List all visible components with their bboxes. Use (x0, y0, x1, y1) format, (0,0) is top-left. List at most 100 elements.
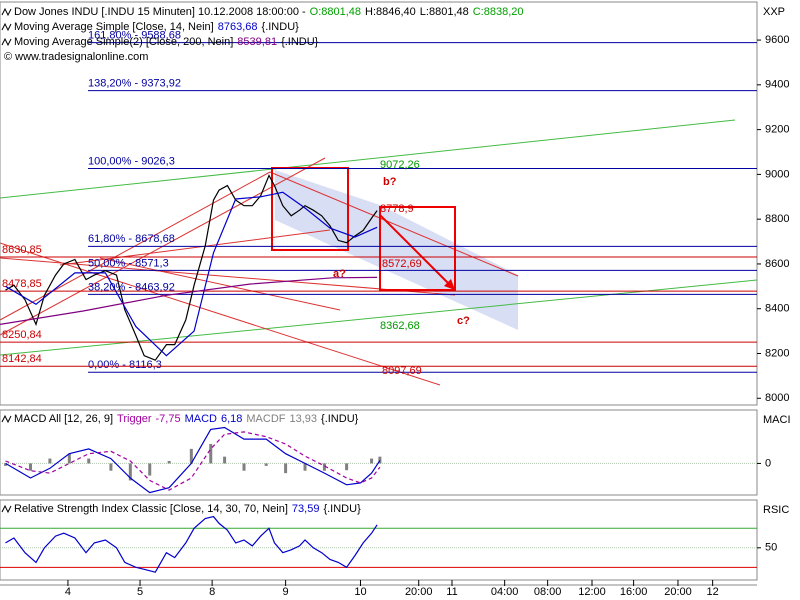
level-label: 138,20% - 9373,92 (88, 78, 181, 90)
level-label: 0,00% - 8116,3 (88, 359, 162, 371)
histogram-bar (67, 453, 71, 464)
histogram-bar (370, 458, 374, 464)
level-label: 8630,85 (2, 244, 42, 256)
x-tick-label: 5 (137, 586, 143, 598)
y-tick-label: 8000 (765, 392, 789, 404)
annotation: 8778,9 (380, 203, 414, 215)
histogram-bar (223, 456, 227, 464)
annotation: 8097,69 (382, 365, 422, 377)
legend-text: {.INDU} (281, 36, 319, 48)
legend-icon (1, 7, 12, 17)
legend-text: O:8801,48 (310, 6, 361, 18)
legend-text: Dow Jones INDU [.INDU 15 Minuten] 10.12.… (14, 6, 306, 18)
legend-text: 8763,68 (218, 21, 258, 33)
legend-text: Moving Average Simple [Close, 14, Nein] (14, 21, 214, 33)
legend-text: 8539,81 (237, 36, 277, 48)
legend-icon (1, 414, 12, 424)
level-label: 50,00% - 8571,3 (88, 257, 169, 269)
x-tick-label: 12:00 (578, 586, 606, 598)
histogram-bar (4, 463, 8, 466)
annotation: c? (457, 315, 470, 327)
legend-text: H:8846,40 (365, 6, 416, 18)
histogram-bar (242, 463, 246, 471)
x-tick-label: 20:00 (664, 586, 692, 598)
x-tick-label: 16:00 (620, 586, 648, 598)
series-line (5, 426, 381, 494)
y-tick-label: 8800 (765, 213, 789, 225)
legend-text: C:8838,20 (473, 6, 524, 18)
histogram-bar (303, 463, 307, 471)
legend-text: {.INDU} (262, 21, 300, 33)
trend-line (0, 119, 736, 199)
legend-text: {.INDU} (321, 413, 359, 425)
histogram-bar (87, 458, 91, 464)
histogram-bar (167, 461, 171, 464)
annotation: 8572,69 (382, 258, 422, 270)
histogram-bar (128, 463, 132, 481)
histogram-bar (264, 463, 268, 466)
x-tick-label: 10 (354, 586, 366, 598)
x-tick-label: 04:00 (491, 586, 519, 598)
annotation: b? (383, 176, 397, 188)
level-label: 8250,84 (2, 329, 42, 341)
series-line (0, 276, 378, 325)
legend-icon (1, 504, 12, 514)
arrow (379, 214, 453, 288)
y-tick-label: 0 (765, 457, 771, 469)
x-tick-label: 12 (707, 586, 719, 598)
level-label: 8142,84 (2, 353, 42, 365)
y-tick-label: 8600 (765, 258, 789, 270)
histogram-bar (378, 456, 382, 464)
series-line (5, 191, 378, 357)
level-label: 61,80% - 8678,68 (88, 233, 175, 245)
y-tick-label: 9000 (765, 168, 789, 180)
histogram-bar (48, 458, 52, 464)
x-tick-label: 20:00 (405, 586, 433, 598)
series-line (5, 515, 378, 573)
x-tick-label: 9 (283, 586, 289, 598)
legend-text: 6,18 (221, 413, 242, 425)
legend-text: Moving Average Simple(2) [Close, 200, Ne… (14, 36, 233, 48)
level-label: 100,00% - 9026,3 (88, 155, 175, 167)
legend-text: {.INDU} (323, 503, 361, 515)
series-line (5, 431, 381, 491)
y-tick-label: 9600 (765, 34, 789, 46)
histogram-bar (284, 463, 288, 474)
legend-text: MACD (185, 413, 217, 425)
channel (275, 170, 518, 330)
y-tick-label: 8200 (765, 347, 789, 359)
legend-text: Relative Strength Index Classic [Close, … (14, 503, 288, 515)
y-tick-label: 9400 (765, 79, 789, 91)
box (379, 206, 456, 291)
legend-row: Relative Strength Index Classic [Close, … (14, 503, 361, 515)
panel-frame (0, 1, 758, 406)
trend-line (99, 257, 341, 311)
trend-line (0, 242, 441, 386)
trend-line (269, 171, 519, 277)
panel-frame (0, 409, 758, 496)
legend-row: Moving Average Simple(2) [Close, 200, Ne… (14, 36, 319, 48)
legend-row: Dow Jones INDU [.INDU 15 Minuten] 10.12.… (14, 6, 524, 18)
axis-label: MACI (763, 414, 791, 426)
annotation: a? (333, 268, 346, 280)
legend-text: MACD All [12, 26, 9] (14, 413, 113, 425)
y-tick-label: 50 (765, 542, 777, 554)
legend-text: 73,59 (292, 503, 320, 515)
histogram-bar (345, 463, 349, 471)
series-line (5, 174, 378, 361)
arrow-head (444, 279, 455, 290)
legend-icon (1, 37, 12, 47)
histogram-bar (109, 463, 113, 471)
x-tick-label: 8 (209, 586, 215, 598)
histogram-bar (209, 444, 213, 464)
y-tick-label: 8400 (765, 303, 789, 315)
legend-row: Moving Average Simple [Close, 14, Nein] 8… (14, 21, 299, 33)
annotation: 9072,26 (380, 159, 420, 171)
legend-row: MACD All [12, 26, 9] Trigger -7,75 MACD 6,18… (14, 413, 359, 425)
x-tick-label: 11 (446, 586, 457, 598)
axis-label: RSIC (763, 504, 789, 516)
histogram-bar (322, 463, 326, 471)
legend-text: MACDF (246, 413, 285, 425)
